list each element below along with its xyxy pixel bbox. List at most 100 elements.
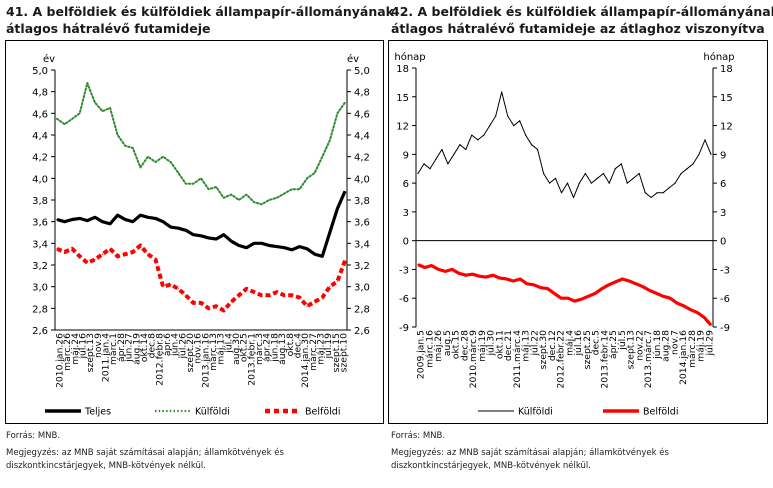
- data-point-külföldi: [596, 177, 598, 179]
- data-point-külföldi: [253, 201, 255, 203]
- x-tick-label: szept.13: [85, 333, 96, 372]
- data-point-külföldi: [692, 163, 694, 165]
- data-point-külföldi: [483, 134, 485, 136]
- data-point-külföldi: [268, 199, 270, 201]
- x-tick-label: jún.4: [170, 333, 181, 357]
- data-point-külföldi: [704, 139, 706, 141]
- data-point-belföldi: [94, 259, 96, 261]
- data-point-belföldi: [79, 255, 81, 257]
- x-tick-label: 2011.márc.4: [512, 330, 523, 388]
- y-tick-label-left: 3: [403, 208, 409, 219]
- right-source: Forrás: MNB.: [391, 431, 446, 441]
- y-tick-label-right: 3: [720, 208, 726, 219]
- left-note-line-2: diszkontkincstárjegyek, MNB-kötvények né…: [6, 461, 206, 471]
- data-point-belföldi: [587, 295, 589, 297]
- x-tick-label: dec.21: [503, 330, 514, 361]
- x-tick-label: okt.14: [139, 333, 150, 362]
- data-point-külföldi: [477, 139, 479, 141]
- data-point-belföldi: [344, 260, 346, 262]
- data-point-külföldi: [109, 107, 111, 109]
- data-point-külföldi: [644, 192, 646, 194]
- y-tick-label-left: 3,6: [32, 218, 48, 229]
- y-tick-label-left: 3,8: [32, 196, 48, 207]
- x-tick-label: 2010.márc.9: [468, 330, 479, 388]
- data-point-belföldi: [71, 248, 73, 250]
- x-tick-label: 2011.jan.4: [101, 333, 112, 382]
- data-point-belföldi: [170, 283, 172, 286]
- data-point-külföldi: [170, 161, 172, 163]
- y-tick-label-right: 3,4: [354, 239, 370, 250]
- data-point-belföldi: [519, 278, 521, 280]
- data-point-külföldi: [560, 192, 563, 194]
- x-tick-label: júl.29: [705, 330, 716, 357]
- data-point-teljes: [298, 246, 301, 248]
- x-tick-label: júl.16: [78, 333, 89, 360]
- y-tick-label-right: 12: [720, 122, 733, 133]
- data-point-teljes: [268, 244, 270, 247]
- data-point-külföldi: [192, 183, 194, 185]
- data-point-teljes: [336, 208, 338, 210]
- data-point-teljes: [109, 223, 111, 225]
- data-point-belföldi: [101, 253, 104, 255]
- data-point-belföldi: [177, 288, 179, 290]
- x-tick-label: nov.22: [634, 330, 645, 361]
- x-tick-label: aug.28: [661, 330, 672, 362]
- y-tick-label-right: 18: [720, 64, 733, 75]
- x-tick-label: jún.18: [269, 333, 280, 363]
- y-tick-label-left: 15: [396, 93, 409, 104]
- x-tick-label: okt.8: [285, 333, 296, 356]
- data-point-belföldi: [132, 251, 134, 253]
- series-line-külföldi: [417, 91, 712, 198]
- y-axis-unit-right: év: [347, 53, 359, 65]
- data-point-belföldi: [185, 294, 187, 296]
- data-point-belföldi: [291, 294, 293, 296]
- y-tick-label-left: 4,8: [32, 88, 48, 99]
- y-tick-label-right: 3,6: [354, 218, 370, 229]
- data-point-külföldi: [298, 188, 301, 190]
- data-point-belföldi: [162, 286, 164, 288]
- data-point-belföldi: [223, 309, 225, 312]
- data-point-külföldi: [441, 148, 443, 151]
- data-point-teljes: [162, 221, 164, 223]
- data-point-belföldi: [147, 253, 149, 255]
- y-tick-label-right: -3: [720, 265, 730, 276]
- x-tick-label: 2012.febr.22: [556, 330, 567, 389]
- data-point-külföldi: [132, 147, 134, 149]
- right-note-line-1: Megjegyzés: az MNB saját számításai alap…: [391, 448, 669, 458]
- series-line-külföldi: [56, 82, 346, 206]
- data-point-külföldi: [321, 156, 323, 158]
- x-tick-label: aug.5: [442, 330, 453, 356]
- data-point-teljes: [64, 221, 66, 223]
- x-tick-label: nov.7: [669, 330, 680, 355]
- data-point-belföldi: [314, 301, 316, 303]
- data-point-belföldi: [683, 305, 685, 307]
- data-point-külföldi: [283, 192, 285, 195]
- data-point-belföldi: [526, 283, 528, 285]
- data-point-belföldi: [512, 280, 514, 282]
- x-tick-label: júl.30: [486, 330, 497, 357]
- data-point-belföldi: [499, 277, 501, 279]
- y-tick-label-right: 3,2: [354, 261, 370, 272]
- x-tick-label: szept.20: [185, 333, 196, 372]
- data-point-belföldi: [139, 244, 141, 247]
- x-tick-label: 2013.febr.1: [246, 333, 257, 386]
- x-tick-label: ápr.6: [162, 333, 173, 356]
- x-tick-label: aug.19: [131, 333, 142, 365]
- y-axis-unit-right: hónap: [703, 51, 734, 63]
- data-point-külföldi: [680, 172, 682, 175]
- x-tick-label: 2013.jan.16: [200, 333, 211, 388]
- data-point-belföldi: [109, 248, 111, 250]
- x-tick-label: jún.18: [652, 330, 663, 360]
- y-tick-label-right: 3,8: [354, 196, 370, 207]
- data-point-belföldi: [238, 294, 240, 296]
- x-tick-label: ápr.24: [262, 333, 273, 362]
- data-point-teljes: [238, 244, 240, 247]
- y-tick-label-right: -9: [720, 323, 730, 334]
- data-point-belföldi: [676, 302, 678, 304]
- y-tick-label-right: 4,4: [354, 131, 370, 142]
- data-point-belföldi: [574, 300, 576, 302]
- data-point-külföldi: [537, 148, 539, 151]
- right-note-line-2: diszkontkincstárjegyek, MNB-kötvények né…: [391, 461, 591, 471]
- x-tick-label: szept.13: [626, 330, 637, 369]
- data-point-külföldi: [602, 172, 604, 175]
